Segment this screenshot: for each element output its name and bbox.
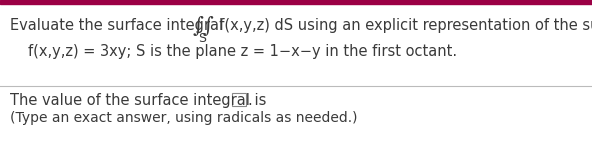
Bar xyxy=(0,0,592,4)
Text: ∫∫: ∫∫ xyxy=(193,16,215,36)
Bar xyxy=(232,93,246,106)
Text: f(x,y,z) = 3xy; S is the plane z = 1−x−y in the first octant.: f(x,y,z) = 3xy; S is the plane z = 1−x−y… xyxy=(28,44,457,59)
Text: f(x,y,z) dS using an explicit representation of the surface.: f(x,y,z) dS using an explicit representa… xyxy=(210,18,592,33)
Text: .: . xyxy=(247,93,252,108)
Text: Evaluate the surface integral: Evaluate the surface integral xyxy=(10,18,228,33)
Text: (Type an exact answer, using radicals as needed.): (Type an exact answer, using radicals as… xyxy=(10,111,358,125)
Text: S: S xyxy=(198,32,206,45)
Text: The value of the surface integral is: The value of the surface integral is xyxy=(10,93,266,108)
